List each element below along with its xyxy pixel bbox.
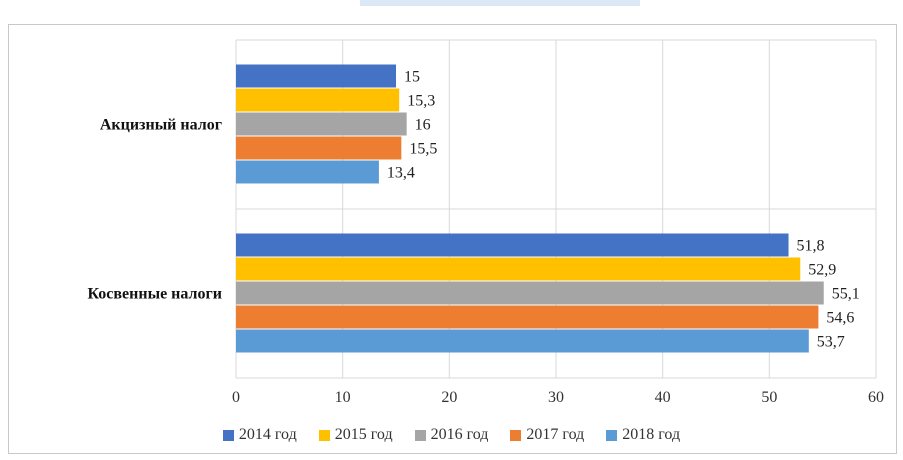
bar-value-label: 54,6	[826, 310, 854, 327]
bar-value-label: 15,5	[409, 141, 437, 158]
bar	[236, 305, 819, 329]
data-labels: 15 15,3 16 15,5 13,4 51,8 52,9 55,1 54,6 53,7	[387, 69, 860, 351]
legend: 2014 год 2015 год 2016 год 2017 год 2018 год	[0, 426, 903, 444]
bar	[236, 136, 402, 160]
x-tick-label: 10	[335, 389, 351, 406]
category-label: Косвенные налоги	[88, 286, 223, 303]
x-tick-label: 0	[232, 389, 240, 406]
x-tick-label: 20	[441, 389, 457, 406]
legend-label: 2017 год	[526, 426, 585, 443]
legend-label: 2016 год	[430, 426, 489, 443]
legend-label: 2014 год	[238, 426, 297, 443]
x-tick-label: 60	[868, 389, 884, 406]
axes: 0 10 20 30 40 50 60 Акцизный налог Косвенные нал…	[88, 117, 885, 407]
bar	[236, 281, 824, 305]
legend-swatch	[222, 429, 234, 441]
bar-value-label: 15	[404, 69, 420, 86]
bar	[236, 160, 379, 184]
bar	[236, 257, 801, 281]
bar	[236, 233, 789, 257]
legend-swatch	[606, 429, 618, 441]
header-strip	[360, 0, 640, 6]
bar	[236, 64, 396, 88]
bar-value-label: 52,9	[808, 262, 836, 279]
legend-item: 2016 год	[414, 426, 489, 444]
bar-value-label: 55,1	[832, 286, 860, 303]
category-label: Акцизный налог	[100, 117, 222, 134]
legend-label: 2015 год	[334, 426, 393, 443]
legend-item: 2014 год	[222, 426, 297, 444]
bar-value-label: 51,8	[797, 238, 825, 255]
bar	[236, 112, 407, 136]
x-tick-label: 50	[761, 389, 777, 406]
bar-value-label: 16	[415, 117, 431, 134]
legend-label: 2018 год	[622, 426, 681, 443]
legend-swatch	[318, 429, 330, 441]
legend-item: 2017 год	[510, 426, 584, 444]
legend-item: 2018 год	[606, 426, 680, 444]
bar-value-label: 53,7	[817, 334, 845, 351]
legend-swatch	[414, 429, 426, 441]
bar	[236, 88, 400, 112]
x-tick-label: 30	[548, 389, 564, 406]
legend-item: 2015 год	[318, 426, 393, 444]
bar-value-label: 15,3	[407, 93, 435, 110]
legend-swatch	[510, 429, 522, 441]
bars	[236, 64, 824, 353]
bar	[236, 329, 809, 353]
x-tick-label: 40	[655, 389, 671, 406]
bar-value-label: 13,4	[387, 165, 415, 182]
